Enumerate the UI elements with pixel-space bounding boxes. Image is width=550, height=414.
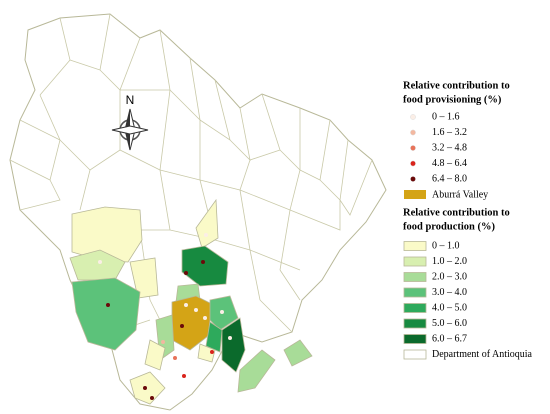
region — [237, 349, 276, 393]
provisioning-dots — [98, 233, 232, 400]
dot — [106, 303, 110, 307]
legend-title: Relative contribution to — [403, 80, 510, 91]
legend-label: 3.2 – 4.8 — [432, 142, 467, 153]
region — [181, 245, 229, 287]
dot — [184, 303, 188, 307]
dot — [228, 336, 232, 340]
legend-label: 2.0 – 3.0 — [432, 271, 467, 282]
region — [197, 343, 216, 363]
legend-title: Relative contribution to — [403, 207, 510, 218]
region — [195, 198, 219, 249]
legend-dot — [410, 160, 416, 167]
production-regions — [69, 198, 313, 405]
dot — [220, 310, 224, 314]
legend-dot — [410, 176, 416, 182]
legend-label: 1.6 – 3.2 — [432, 127, 467, 138]
dot — [203, 316, 207, 320]
region — [71, 206, 143, 263]
legend-swatch — [403, 349, 427, 360]
compass-needle — [111, 125, 149, 135]
dot — [98, 260, 102, 264]
legend-label: 6.4 – 8.0 — [432, 173, 467, 184]
legend-label: 4.0 – 5.0 — [432, 302, 467, 313]
dot — [150, 396, 154, 400]
legend-label: 6.0 – 6.7 — [432, 333, 467, 344]
legend-label: 1.0 – 2.0 — [432, 256, 467, 267]
legend-dot — [410, 129, 416, 136]
dot — [194, 308, 198, 312]
legend: Relative contribution to food provisioni… — [403, 80, 533, 359]
dot — [182, 374, 186, 378]
region — [283, 339, 313, 367]
municipality-borders — [9, 13, 373, 341]
legend-label: 5.0 – 6.0 — [432, 318, 467, 329]
legend-label: 4.8 – 6.4 — [432, 158, 467, 169]
legend-dot — [410, 114, 416, 120]
legend-label: Aburrá Valley — [432, 189, 488, 200]
region — [221, 317, 246, 373]
region — [144, 339, 166, 371]
department-outline — [9, 13, 387, 411]
legend-label: 0 – 1.6 — [432, 111, 460, 122]
legend-dot — [410, 145, 416, 151]
dot — [184, 271, 188, 275]
region — [129, 371, 166, 405]
legend-swatch — [404, 190, 426, 199]
legend-label: 3.0 – 4.0 — [432, 287, 467, 298]
legend-swatch — [403, 256, 427, 267]
legend-swatch — [403, 303, 427, 313]
region — [205, 321, 223, 353]
compass-label: N — [126, 93, 135, 107]
dot — [180, 324, 184, 328]
legend-swatch — [403, 318, 427, 329]
dot — [161, 340, 165, 344]
dot — [143, 386, 147, 390]
legend-swatch — [403, 272, 427, 282]
compass: N — [111, 93, 149, 151]
region — [71, 277, 141, 351]
dot — [210, 350, 214, 354]
legend-label: Department of Antioquia — [432, 349, 533, 360]
legend-swatch — [403, 287, 427, 298]
region — [129, 257, 159, 299]
region — [209, 295, 239, 331]
legend-title: food provisioning (%) — [403, 94, 502, 105]
legend-swatch — [403, 334, 427, 344]
legend-swatch — [403, 241, 427, 251]
dot — [204, 233, 208, 237]
dot — [173, 356, 177, 360]
map: N — [9, 13, 387, 411]
legend-title: food production (%) — [403, 221, 495, 232]
region — [69, 249, 126, 281]
dot — [201, 260, 205, 264]
legend-label: 0 – 1.0 — [432, 240, 460, 251]
